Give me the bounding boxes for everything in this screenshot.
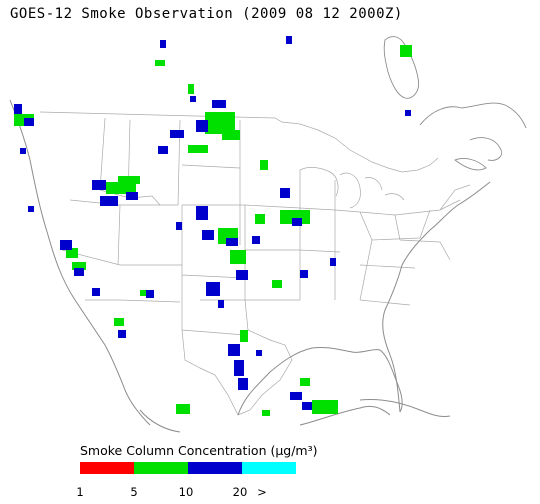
legend-segment-5-10 (134, 462, 188, 474)
legend-tick-10: 10 (178, 485, 194, 499)
page-title: GOES-12 Smoke Observation (2009 08 12 20… (10, 6, 403, 22)
legend-segment-10-20 (188, 462, 242, 474)
legend-tick-20: 20 (232, 485, 248, 499)
texas-outline (181, 299, 293, 416)
legend-tick-1: 1 (76, 485, 84, 499)
gulf-coast (237, 347, 403, 416)
smoke-map (9, 36, 527, 433)
mexico-coast (139, 405, 391, 433)
legend-tick-5: 5 (130, 485, 138, 499)
us-canada-border (39, 111, 439, 173)
canada-coast (383, 36, 420, 99)
canada-east-coast (419, 102, 527, 161)
legend-segment-over-20 (242, 462, 296, 474)
smoke-detections (14, 36, 412, 416)
east-coast (382, 181, 491, 413)
legend-color-bar (80, 462, 296, 474)
state-borders (61, 117, 471, 336)
legend-title: Smoke Column Concentration (µg/m³) (80, 443, 318, 458)
cuba (359, 399, 451, 417)
nova-scotia (454, 157, 487, 171)
legend-segment-1-5 (80, 462, 134, 474)
legend-tick-gt: > (257, 485, 267, 499)
great-lakes (299, 167, 405, 209)
west-coast (9, 99, 151, 426)
